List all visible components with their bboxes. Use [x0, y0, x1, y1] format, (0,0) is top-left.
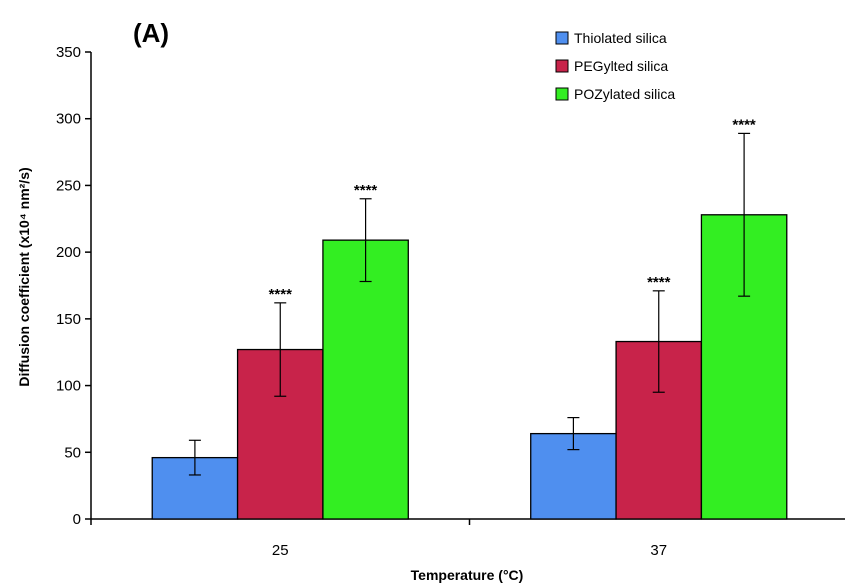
legend-label: Thiolated silica [574, 30, 667, 46]
x-axis-title: Temperature (°C) [411, 567, 524, 583]
y-tick-label: 350 [56, 44, 81, 61]
bars: **** **** **** **** [151, 116, 788, 520]
significance-label: **** [354, 182, 378, 199]
x-axis: 25 37 [90, 518, 845, 559]
y-tick-label: 100 [56, 378, 81, 395]
significance-label: **** [269, 286, 293, 303]
x-tick-label: 25 [272, 542, 289, 559]
y-tick-label: 150 [56, 311, 81, 328]
legend-label: POZylated silica [574, 86, 675, 102]
legend-swatch [555, 59, 569, 73]
significance-label: **** [647, 274, 671, 291]
legend-label: PEGylted silica [574, 58, 668, 74]
significance-label: **** [732, 116, 756, 133]
x-tick-label: 37 [650, 542, 667, 559]
y-tick-label: 50 [64, 444, 81, 461]
y-axis: 0 50 100 150 200 250 300 350 [56, 44, 92, 528]
y-tick-label: 250 [56, 177, 81, 194]
y-tick-label: 0 [73, 511, 81, 528]
legend-swatch [555, 87, 569, 101]
panel-label: (A) [133, 18, 169, 48]
y-axis-title: Diffusion coefficient (x10⁴ nm²/s) [16, 167, 32, 386]
legend-swatch [555, 31, 569, 45]
legend: Thiolated silica PEGylted silica POZylated… [555, 30, 675, 102]
y-tick-label: 200 [56, 244, 81, 261]
y-tick-label: 300 [56, 111, 81, 128]
